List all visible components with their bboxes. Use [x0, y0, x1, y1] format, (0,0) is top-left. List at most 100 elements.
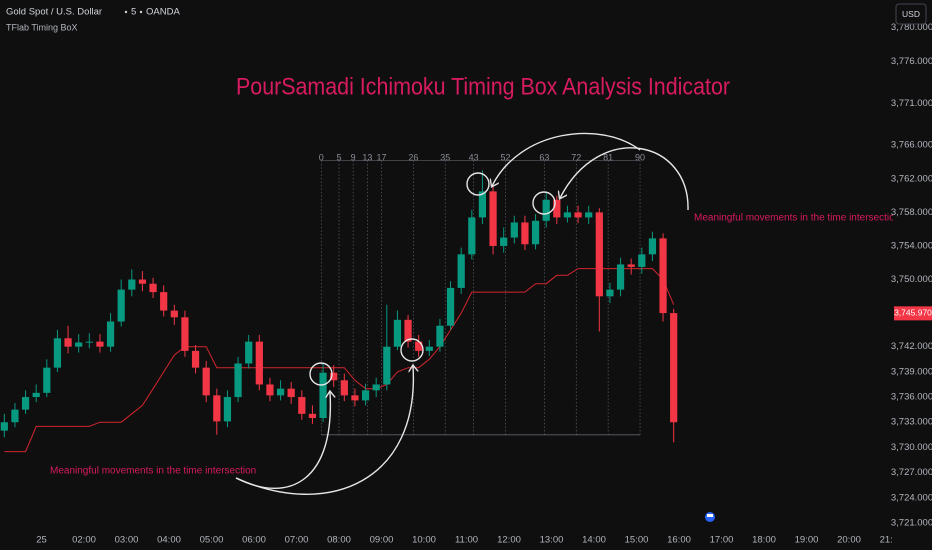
candle-body	[21, 397, 30, 410]
timing-label: 35	[440, 153, 450, 163]
candle-body	[160, 292, 168, 311]
candle-body	[468, 217, 476, 255]
exchange: OANDA	[146, 7, 180, 18]
candle-body	[32, 392, 40, 398]
candle-body	[415, 341, 423, 351]
y-tick-label: 3,750.000	[891, 274, 932, 285]
candle-body	[457, 254, 465, 288]
candle-body	[595, 212, 603, 297]
timing-label: 26	[408, 153, 418, 163]
x-tick-label: 15:00	[625, 535, 649, 546]
candle-body	[202, 367, 210, 396]
timing-label: 17	[376, 153, 386, 163]
timing-label: 52	[500, 153, 510, 163]
candle-body	[542, 199, 550, 221]
timing-label: 63	[539, 153, 549, 163]
candle-body	[500, 237, 508, 246]
candle-body	[648, 238, 657, 255]
x-tick-label: 11:00	[455, 535, 478, 546]
y-tick-label: 3,766.000	[891, 140, 932, 151]
candle-body	[340, 380, 348, 396]
candle-body	[489, 191, 497, 246]
x-tick-label: 02:00	[72, 535, 96, 546]
x-tick-label: 16:00	[667, 535, 691, 546]
y-tick-label: 3,771.000	[891, 98, 932, 109]
y-tick-label: 3,736.000	[891, 392, 932, 403]
x-tick-label: 05:00	[200, 535, 224, 546]
candle-body	[585, 212, 593, 218]
x-tick-label: 17:00	[710, 535, 734, 546]
symbol: Gold Spot / U.S. Dollar	[6, 7, 102, 18]
candle-body	[75, 342, 83, 347]
candle-body	[106, 321, 115, 347]
annotation-shapes	[235, 132, 689, 495]
candle-body	[223, 397, 232, 422]
candle-body	[404, 319, 412, 342]
candle-body	[351, 395, 359, 401]
y-tick-label: 3,724.000	[891, 492, 932, 503]
candle-body	[128, 279, 136, 290]
chart-title: PourSamadi Ichimoku Timing Box Analysis …	[236, 73, 730, 100]
candle-body	[319, 372, 327, 419]
candle-body	[383, 346, 391, 385]
candle-body	[234, 363, 242, 398]
x-tick-label: 25	[36, 535, 47, 546]
candle-body	[670, 313, 678, 423]
candle-body	[606, 289, 614, 297]
timing-label: 13	[362, 153, 372, 163]
event-icon-stripe	[707, 514, 713, 517]
y-tick-label: 3,733.000	[891, 417, 932, 428]
x-tick-label: 12:00	[497, 535, 521, 546]
x-tick-label: 03:00	[115, 535, 139, 546]
currency-button[interactable]	[895, 3, 927, 25]
last-price-label: 3,745.970	[894, 308, 932, 318]
x-tick-label: 19:00	[795, 535, 819, 546]
price-axis: 3,721.000 3,724.000 3,727.000 3,730.000 3,73…	[891, 22, 932, 528]
timing-label: 0	[319, 153, 324, 163]
candle-body	[627, 264, 635, 267]
y-tick-label: 3,742.000	[891, 341, 932, 352]
candle-body	[138, 279, 147, 284]
candle-body	[85, 341, 93, 343]
candle-body	[446, 287, 455, 326]
candle-body	[425, 346, 433, 351]
y-tick-label: 3,776.000	[891, 56, 932, 67]
x-tick-label: 10:00	[412, 535, 436, 546]
annotation-text: Meaningful movements in the time interse…	[50, 466, 256, 477]
candle-body	[531, 220, 540, 245]
x-tick-label: 13:00	[540, 535, 564, 546]
candle-body	[659, 238, 667, 314]
x-tick-label: 14:00	[582, 535, 606, 546]
interval: 5	[131, 7, 136, 18]
candle-body	[64, 338, 72, 347]
annotation-arrow	[560, 147, 689, 211]
currency[interactable]: USD	[902, 9, 920, 19]
candle-body	[616, 264, 625, 290]
candle-body	[563, 212, 572, 218]
highlight-circle	[466, 172, 490, 196]
candle-body	[191, 350, 200, 368]
candle-body	[638, 254, 646, 267]
candle-body	[510, 222, 518, 238]
y-tick-label: 3,762.000	[891, 173, 932, 184]
x-tick-label: 09:00	[370, 535, 394, 546]
x-tick-label: 07:00	[285, 535, 309, 546]
candle-body	[478, 191, 487, 218]
y-tick-label: 3,754.000	[891, 240, 932, 251]
timing-label: 81	[603, 153, 613, 163]
candle-body	[181, 317, 189, 351]
candle-body	[361, 390, 370, 401]
x-tick-label: 04:00	[157, 535, 181, 546]
candle-body	[276, 388, 285, 396]
y-tick-label: 3,780.000	[891, 22, 932, 33]
candle-body	[43, 367, 51, 393]
candle-body	[149, 283, 157, 293]
timing-label: 43	[469, 153, 479, 163]
last-price-tag	[894, 306, 932, 321]
y-tick-label: 3,730.000	[891, 442, 932, 453]
candle-body	[553, 199, 561, 218]
annotation-arrow	[492, 132, 641, 186]
candle-body	[255, 341, 263, 385]
candle-body	[213, 395, 221, 422]
